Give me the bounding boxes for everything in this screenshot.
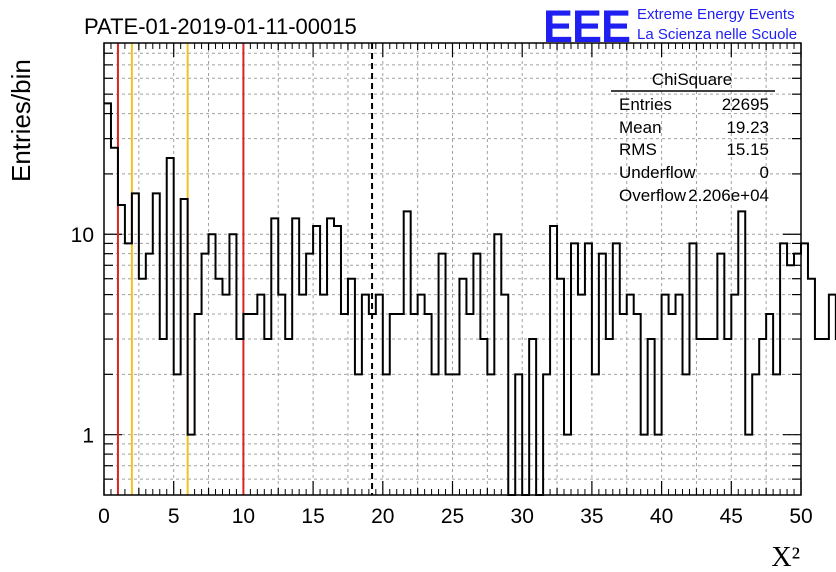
x-tick-label: 35 (580, 505, 603, 528)
stats-title: ChiSquare (652, 70, 732, 89)
stats-value-rms: 15.15 (726, 140, 769, 159)
threshold-lines (116, 43, 374, 495)
y-tick-label: 1 (82, 425, 94, 448)
x-tick-label: 50 (789, 505, 812, 528)
x-tick-label: 0 (98, 505, 110, 528)
stats-value-overflow: 2.206e+04 (688, 186, 769, 205)
stats-label-entries: Entries (619, 95, 672, 114)
x-tick-label: 10 (232, 505, 255, 528)
eee-logo: EEE Extreme Energy Events La Scienza nel… (543, 1, 797, 52)
x-axis-title: X² (771, 542, 800, 572)
x-tick-label: 40 (650, 505, 673, 528)
x-tick-label: 5 (168, 505, 180, 528)
stats-value-underflow: 0 (760, 163, 769, 182)
x-tick-labels: 0 5 10 15 20 25 30 35 40 45 50 (98, 505, 813, 528)
y-axis-title: Entries/bin (6, 59, 36, 182)
stats-label-rms: RMS (619, 140, 657, 159)
logo-subtitle-1: Extreme Energy Events (637, 6, 795, 23)
y-tick-labels: 1 10 (71, 224, 94, 447)
chart-title: PATE-01-2019-01-11-00015 (84, 14, 357, 39)
x-tick-label: 15 (301, 505, 324, 528)
logo-subtitle-2: La Scienza nelle Scuole (637, 26, 797, 43)
stats-box: ChiSquare Entries 22695 Mean 19.23 RMS 1… (611, 70, 775, 205)
x-tick-label: 30 (511, 505, 534, 528)
stats-label-mean: Mean (619, 118, 662, 137)
stats-label-overflow: Overflow (619, 186, 687, 205)
stats-value-mean: 19.23 (726, 118, 769, 137)
histogram-series (104, 102, 836, 496)
x-tick-label: 25 (441, 505, 464, 528)
plot-frame (103, 42, 802, 496)
x-tick-label: 20 (371, 505, 394, 528)
y-tick-label: 10 (71, 224, 94, 247)
x-tick-label: 45 (720, 505, 743, 528)
stats-value-entries: 22695 (722, 95, 769, 114)
stats-label-underflow: Underflow (619, 163, 696, 182)
histogram-line (104, 102, 836, 496)
logo-text: EEE (543, 1, 630, 52)
